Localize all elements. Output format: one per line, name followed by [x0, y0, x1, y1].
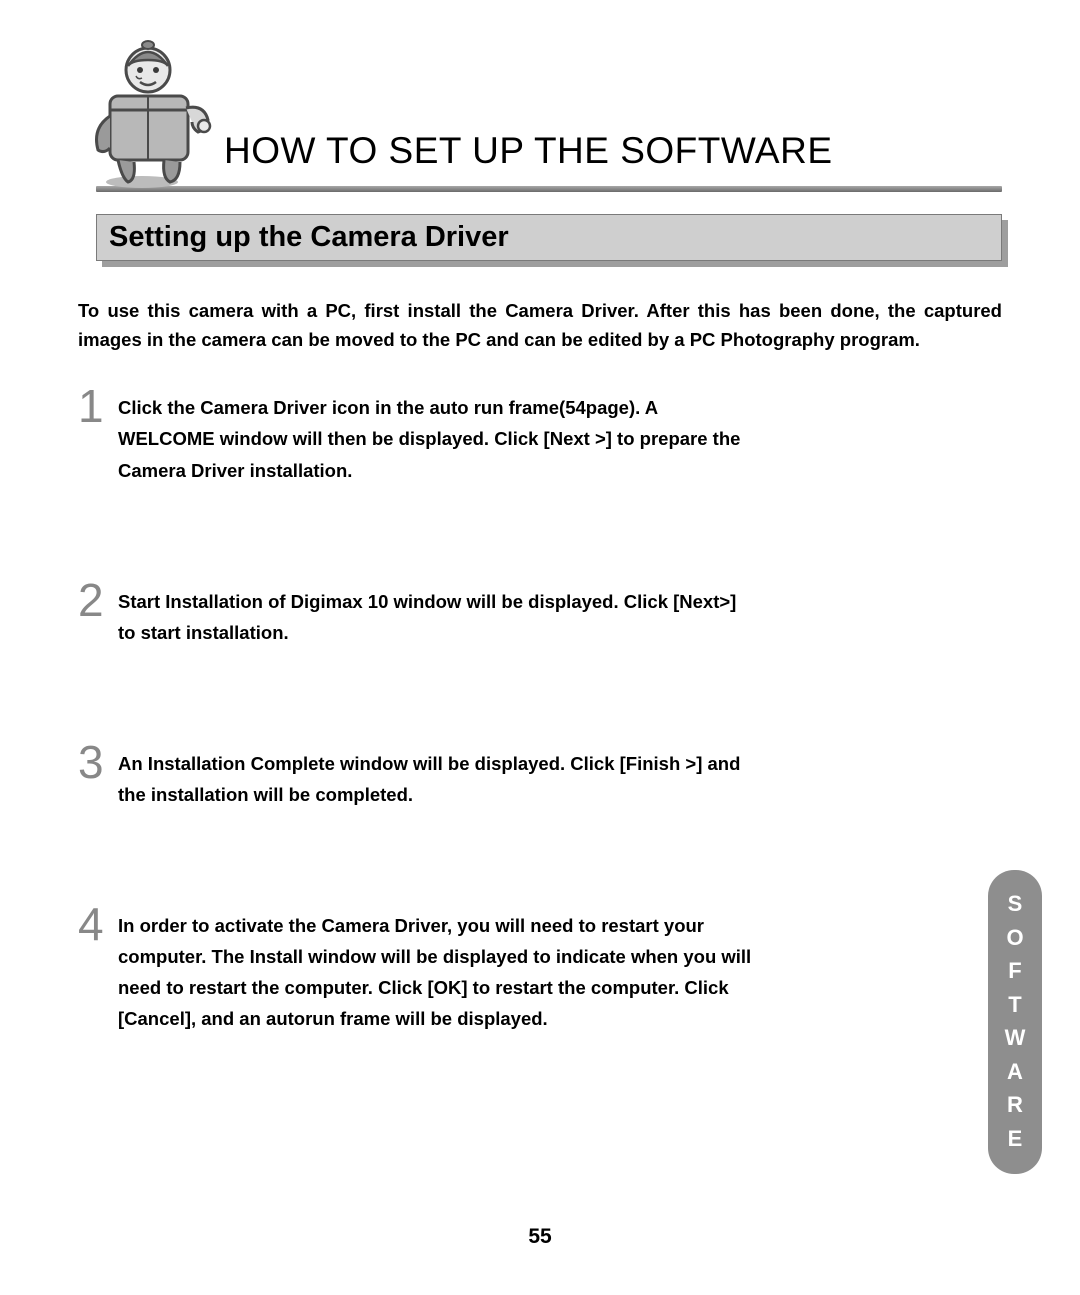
tab-letter: S — [1008, 890, 1023, 918]
step-item: 2 Start Installation of Digimax 10 windo… — [78, 586, 1002, 648]
step-text: An Installation Complete window will be … — [118, 748, 1002, 810]
step-number: 4 — [78, 904, 118, 945]
tab-letter: W — [1005, 1024, 1026, 1052]
step-item: 1 Click the Camera Driver icon in the au… — [78, 392, 1002, 485]
tab-letter: E — [1008, 1125, 1023, 1153]
delivery-character-icon — [78, 30, 218, 190]
step-number: 1 — [78, 386, 118, 427]
step-text: Click the Camera Driver icon in the auto… — [118, 392, 1002, 485]
tab-letter: F — [1008, 957, 1021, 985]
title-rule — [96, 186, 1002, 192]
tab-letter: T — [1008, 991, 1021, 1019]
step-number: 3 — [78, 742, 118, 783]
page-title: HOW TO SET UP THE SOFTWARE — [224, 130, 833, 172]
page-number: 55 — [0, 1225, 1080, 1249]
tab-letter: O — [1006, 924, 1023, 952]
step-item: 3 An Installation Complete window will b… — [78, 748, 1002, 810]
step-text: Start Installation of Digimax 10 window … — [118, 586, 1002, 648]
intro-paragraph: To use this camera with a PC, first inst… — [78, 297, 1002, 354]
step-text: In order to activate the Camera Driver, … — [118, 910, 1002, 1034]
steps-list: 1 Click the Camera Driver icon in the au… — [78, 392, 1002, 1034]
section-tab-software: S O F T W A R E — [988, 870, 1042, 1174]
step-number: 2 — [78, 580, 118, 621]
section-heading: Setting up the Camera Driver — [96, 214, 1002, 261]
manual-page: HOW TO SET UP THE SOFTWARE Setting up th… — [0, 0, 1080, 1295]
tab-letter: R — [1007, 1091, 1023, 1119]
header: HOW TO SET UP THE SOFTWARE — [78, 30, 1002, 190]
step-item: 4 In order to activate the Camera Driver… — [78, 910, 1002, 1034]
section-bar: Setting up the Camera Driver — [96, 214, 1002, 261]
tab-letter: A — [1007, 1058, 1023, 1086]
